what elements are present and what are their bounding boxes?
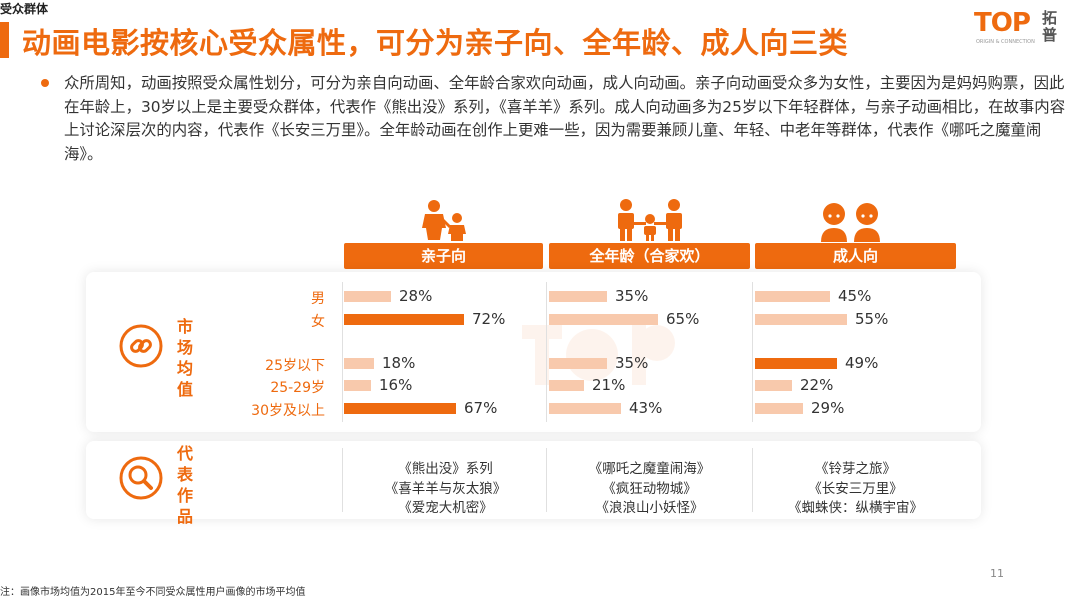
representative-works-title: 代表作品 <box>176 444 193 526</box>
family-icon <box>618 199 682 241</box>
work-title: 《长安三万里》 <box>808 480 903 497</box>
bar-all-ages-male <box>549 291 607 302</box>
work-title: 《浪浪山小妖怪》 <box>595 500 704 516</box>
value-label-all-ages-25-29: 21% <box>592 376 626 394</box>
work-title: 《喜羊羊与灰太狼》 <box>384 480 507 497</box>
brand-logo: TOP ORIGIN & CONNECTION 拓普 <box>974 8 1070 48</box>
column-divider <box>546 282 547 422</box>
value-label-parent-child-male: 28% <box>399 287 433 305</box>
bar-parent-child-female <box>344 314 464 325</box>
bar-parent-child-30-plus <box>344 403 456 414</box>
column-divider <box>752 448 753 512</box>
column-divider <box>546 448 547 512</box>
column-divider <box>342 282 343 422</box>
value-label-adult-25-29: 22% <box>800 376 834 394</box>
bar-all-ages-30-plus <box>549 403 621 414</box>
market-average-panel <box>86 272 981 432</box>
bar-adult-female <box>755 314 847 325</box>
bar-all-ages-under-25 <box>549 358 607 369</box>
value-label-parent-child-under-25: 18% <box>382 354 416 372</box>
column-divider <box>752 282 753 422</box>
adults-icon <box>821 203 880 242</box>
parent-child-icon <box>422 200 466 241</box>
footnote: 注：画像市场均值为2015年至今不同受众属性用户画像的市场平均值 <box>0 587 306 598</box>
representative-works-panel <box>86 441 981 519</box>
bar-all-ages-25-29 <box>549 380 584 391</box>
value-label-adult-under-25: 49% <box>845 354 879 372</box>
row-label-male: 男 <box>311 291 325 307</box>
bar-parent-child-25-29 <box>344 380 371 391</box>
column-header-adult: 成人向 <box>755 243 956 269</box>
row-label-female: 女 <box>311 314 325 330</box>
value-label-adult-female: 55% <box>855 310 889 328</box>
value-label-all-ages-under-25: 35% <box>615 354 649 372</box>
bar-adult-male <box>755 291 830 302</box>
page-number: 11 <box>990 567 1004 580</box>
bar-parent-child-under-25 <box>344 358 374 369</box>
section-tag: 受众群体 <box>0 2 49 16</box>
link-icon <box>119 324 163 368</box>
work-title: 《蜘蛛侠：纵横宇宙》 <box>788 500 923 516</box>
row-label-30-plus: 30岁及以上 <box>251 403 325 419</box>
value-label-adult-30-plus: 29% <box>811 399 845 417</box>
works-parent-child: 《熊出没》系列 《喜羊羊与灰太狼》 《爱宠大机密》 <box>343 460 548 519</box>
work-title: 《熊出没》系列 <box>398 461 493 477</box>
bar-all-ages-female <box>549 314 658 325</box>
works-all-ages: 《哪吒之魔童闹海》 《疯狂动物城》 《浪浪山小妖怪》 <box>547 460 752 519</box>
title-accent-bar <box>0 22 9 58</box>
value-label-parent-child-25-29: 16% <box>379 376 413 394</box>
search-icon <box>119 456 163 500</box>
bar-parent-child-male <box>344 291 391 302</box>
value-label-all-ages-female: 65% <box>666 310 700 328</box>
bullet-icon <box>41 79 49 87</box>
logo-text: TOP <box>974 8 1031 38</box>
value-label-parent-child-30-plus: 67% <box>464 399 498 417</box>
bar-adult-30-plus <box>755 403 803 414</box>
page-title: 动画电影按核心受众属性，可分为亲子向、全年龄、成人向三类 <box>22 26 849 60</box>
column-header-all-ages: 全年龄（合家欢） <box>549 243 750 269</box>
logo-subtitle: ORIGIN & CONNECTION <box>976 39 1035 45</box>
logo-chinese: 拓普 <box>1042 9 1058 44</box>
value-label-adult-male: 45% <box>838 287 872 305</box>
intro-paragraph: 众所周知，动画按照受众属性划分，可分为亲自向动画、全年龄合家欢向动画，成人向动画… <box>64 74 1066 163</box>
row-label-25-29: 25-29岁 <box>270 380 325 396</box>
work-title: 《铃芽之旅》 <box>815 461 896 477</box>
bar-adult-25-29 <box>755 380 792 391</box>
row-label-under-25: 25岁以下 <box>265 358 325 374</box>
works-adult: 《铃芽之旅》 《长安三万里》 《蜘蛛侠：纵横宇宙》 <box>753 460 958 519</box>
value-label-parent-child-female: 72% <box>472 310 506 328</box>
bar-adult-under-25 <box>755 358 837 369</box>
column-header-parent-child: 亲子向 <box>344 243 543 269</box>
value-label-all-ages-30-plus: 43% <box>629 399 663 417</box>
value-label-all-ages-male: 35% <box>615 287 649 305</box>
work-title: 《哪吒之魔童闹海》 <box>588 461 711 477</box>
market-average-title: 市场均值 <box>176 317 193 399</box>
work-title: 《爱宠大机密》 <box>398 500 493 516</box>
work-title: 《疯狂动物城》 <box>602 480 697 497</box>
column-divider <box>342 448 343 512</box>
